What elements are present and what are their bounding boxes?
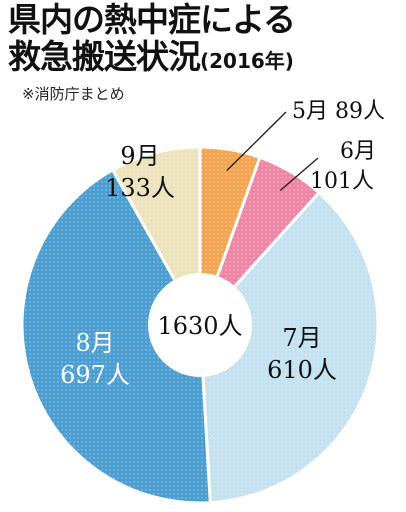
total-label: 1630人 [157,312,242,340]
label-september: 9月 133人 [105,142,175,202]
label-month-june: 6月 [340,139,376,164]
label-june: 6月 101人 [310,139,376,194]
label-month-september: 9月 [120,142,159,170]
slice-texture-august [21,169,211,503]
slice-texture-july [200,192,379,503]
title-year: (2016年) [200,48,294,73]
label-may: 5月 89人 [292,99,385,124]
leader-line-june [279,157,319,192]
title-line-2: 救急搬送状況(2016年) [8,36,295,76]
label-month-august: 8月 [75,329,114,357]
title-line-1: 県内の熱中症による [8,0,296,39]
label-value-june: 101人 [310,169,374,194]
label-value-september: 133人 [105,174,175,202]
label-value-august: 697人 [60,361,130,389]
leader-line-may [226,111,287,172]
label-value-july: 610人 [267,356,337,384]
donut-hole [148,273,252,377]
label-july: 7月 610人 [267,324,337,384]
title-line-2-main: 救急搬送状況 [8,36,201,76]
label-month-july: 7月 [282,324,321,352]
chart-title: 県内の熱中症による 救急搬送状況(2016年) [8,0,296,76]
source-note: ※消防庁まとめ [22,85,125,103]
label-august: 8月 697人 [60,329,130,389]
